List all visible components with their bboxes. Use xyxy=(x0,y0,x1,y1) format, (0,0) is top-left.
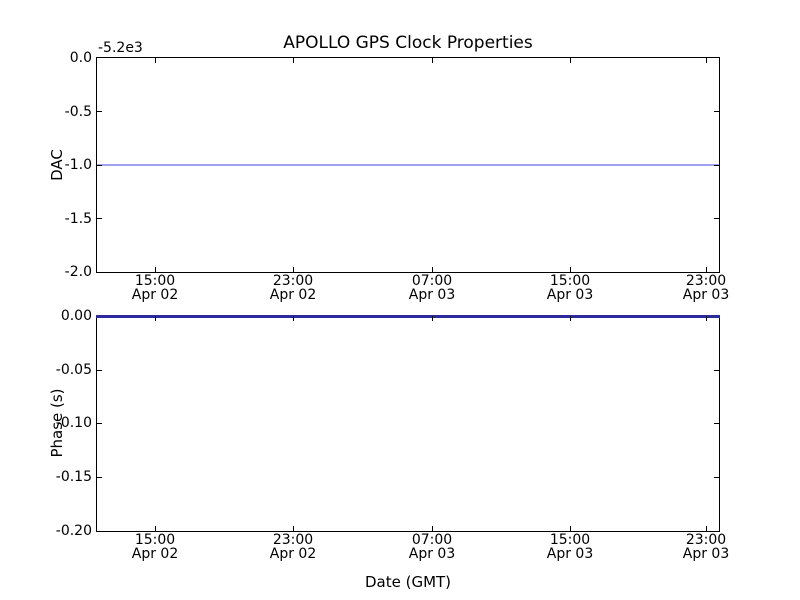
phase-ylabel: Phase (s) xyxy=(48,388,66,458)
y-tick-mark xyxy=(714,477,719,478)
x-tick-date: Apr 02 xyxy=(269,287,317,303)
y-tick-mark xyxy=(97,111,102,112)
x-tick-date: Apr 03 xyxy=(408,546,456,562)
x-tick-mark xyxy=(155,316,156,321)
x-tick-label: 23:00 Apr 02 xyxy=(258,533,328,561)
x-tick-time: 23:00 xyxy=(685,273,727,289)
y-tick-label: -2.0 xyxy=(64,264,92,280)
y-tick-label: -0.5 xyxy=(64,104,92,120)
x-tick-time: 23:00 xyxy=(272,273,314,289)
x-tick-label: 15:00 Apr 02 xyxy=(120,533,190,561)
x-tick-mark xyxy=(570,526,571,531)
x-tick-mark xyxy=(155,526,156,531)
x-tick-mark xyxy=(432,58,433,63)
dac-axes xyxy=(96,57,720,273)
chart-title: APOLLO GPS Clock Properties xyxy=(283,33,533,53)
x-tick-mark xyxy=(293,526,294,531)
x-tick-mark xyxy=(706,267,707,272)
y-tick-label: 0.0 xyxy=(69,50,92,66)
x-tick-date: Apr 02 xyxy=(131,287,179,303)
x-tick-mark xyxy=(293,267,294,272)
x-tick-label: 23:00 Apr 02 xyxy=(258,274,328,302)
y-tick-mark xyxy=(714,165,719,166)
x-tick-date: Apr 03 xyxy=(682,287,730,303)
y-tick-mark xyxy=(714,370,719,371)
x-tick-time: 23:00 xyxy=(685,532,727,548)
y-tick-mark xyxy=(97,218,102,219)
x-tick-mark xyxy=(432,267,433,272)
x-tick-mark xyxy=(706,526,707,531)
x-tick-mark xyxy=(570,267,571,272)
phase-zero-line xyxy=(96,315,720,318)
x-tick-label: 15:00 Apr 03 xyxy=(535,533,605,561)
xlabel: Date (GMT) xyxy=(364,573,452,591)
x-tick-time: 15:00 xyxy=(134,532,176,548)
x-tick-label: 15:00 Apr 03 xyxy=(535,274,605,302)
y-axis-offset-text: -5.2e3 xyxy=(98,40,143,56)
x-tick-date: Apr 03 xyxy=(546,546,594,562)
y-tick-label: -0.10 xyxy=(55,415,92,431)
x-tick-mark xyxy=(155,58,156,63)
x-tick-date: Apr 03 xyxy=(682,546,730,562)
y-tick-mark xyxy=(97,370,102,371)
x-tick-label: 23:00 Apr 03 xyxy=(671,274,741,302)
y-tick-mark xyxy=(97,477,102,478)
x-tick-label: 07:00 Apr 03 xyxy=(397,274,467,302)
y-tick-mark xyxy=(97,423,102,424)
x-tick-mark xyxy=(432,316,433,321)
x-tick-time: 07:00 xyxy=(411,532,453,548)
y-tick-mark xyxy=(714,111,719,112)
y-tick-label: 0.00 xyxy=(60,308,92,324)
x-tick-label: 07:00 Apr 03 xyxy=(397,533,467,561)
y-tick-label: -1.5 xyxy=(64,211,92,227)
y-tick-label: -0.20 xyxy=(55,523,92,539)
x-tick-time: 23:00 xyxy=(272,532,314,548)
dac-line xyxy=(97,164,719,166)
x-tick-mark xyxy=(432,526,433,531)
x-tick-mark xyxy=(570,316,571,321)
x-tick-mark xyxy=(293,316,294,321)
x-tick-date: Apr 03 xyxy=(546,287,594,303)
x-tick-date: Apr 03 xyxy=(408,287,456,303)
x-tick-label: 23:00 Apr 03 xyxy=(671,533,741,561)
y-tick-mark xyxy=(97,165,102,166)
x-tick-mark xyxy=(706,316,707,321)
dac-ylabel: DAC xyxy=(48,149,66,181)
y-tick-mark xyxy=(714,218,719,219)
x-tick-time: 15:00 xyxy=(549,273,591,289)
x-tick-time: 15:00 xyxy=(134,273,176,289)
x-tick-time: 07:00 xyxy=(411,273,453,289)
y-tick-label: -0.15 xyxy=(55,469,92,485)
x-tick-label: 15:00 Apr 02 xyxy=(120,274,190,302)
phase-axes xyxy=(96,315,720,532)
y-tick-label: -1.0 xyxy=(64,157,92,173)
x-tick-mark xyxy=(293,58,294,63)
y-tick-label: -0.05 xyxy=(55,362,92,378)
x-tick-time: 15:00 xyxy=(549,532,591,548)
x-tick-mark xyxy=(155,267,156,272)
x-tick-mark xyxy=(706,58,707,63)
x-tick-mark xyxy=(570,58,571,63)
y-tick-mark xyxy=(714,423,719,424)
x-tick-date: Apr 02 xyxy=(131,546,179,562)
x-tick-date: Apr 02 xyxy=(269,546,317,562)
